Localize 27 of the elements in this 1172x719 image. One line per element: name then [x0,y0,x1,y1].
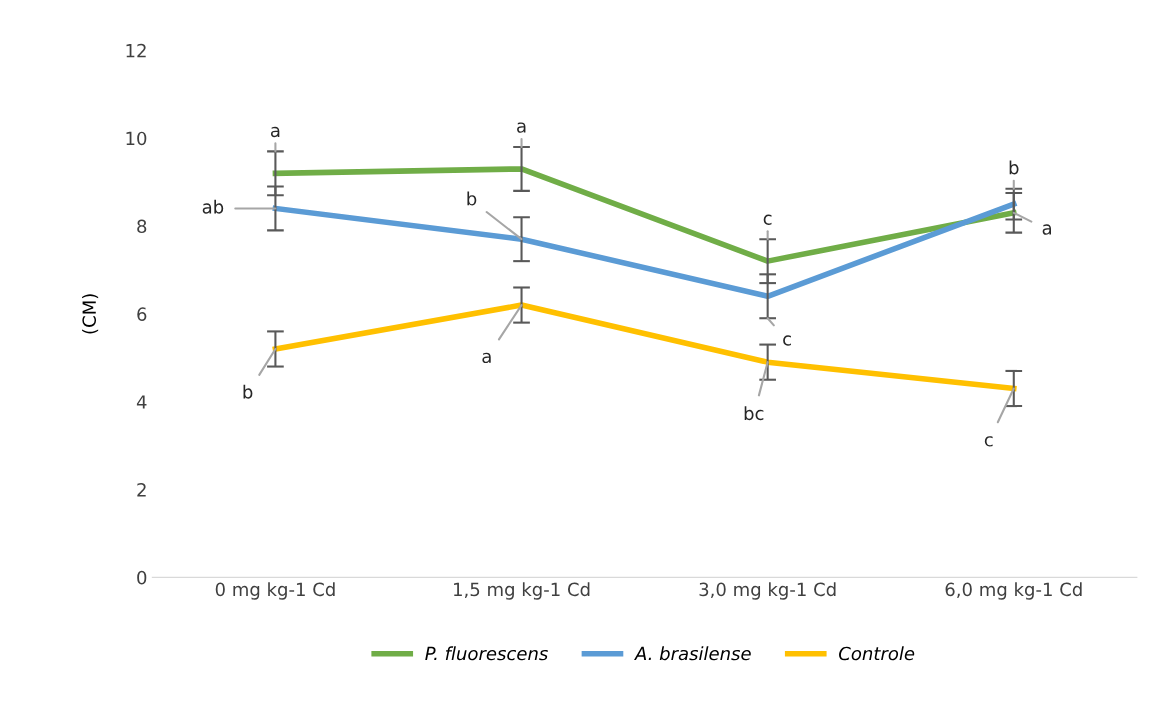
x-tick-label: 0 mg kg-1 Cd [215,582,335,600]
x-tick-label: 3,0 mg kg-1 Cd [699,582,836,600]
y-axis-title: (CM) [82,294,99,334]
y-tick-label: 10 [126,131,147,146]
y-tick-label: 4 [136,395,147,409]
annotation: a [517,122,526,133]
legend-label: P. fluorescens [425,646,548,661]
y-tick-label: 6 [137,307,147,321]
x-tick-label: 6,0 mg kg-1 Cd [945,582,1082,600]
annotation: c [984,436,993,447]
annotation: b [243,384,253,399]
annotation: b [1009,160,1019,175]
annotation: ab [202,199,224,214]
y-tick-label: 2 [137,482,146,497]
annotation: a [482,352,491,364]
x-tick-label: 1,5 mg kg-1 Cd [454,582,590,600]
annotation: a [1042,224,1052,235]
annotation: bc [744,406,764,421]
y-tick-label: 0 [137,570,147,585]
y-tick-label: 8 [137,219,147,234]
annotation: c [763,214,772,225]
annotation: a [270,126,280,138]
legend-label: A. brasilense [634,646,751,661]
y-tick-label: 12 [126,43,146,58]
annotation: b [467,191,477,206]
legend-label: Controle [839,646,915,661]
annotation: c [783,335,791,346]
